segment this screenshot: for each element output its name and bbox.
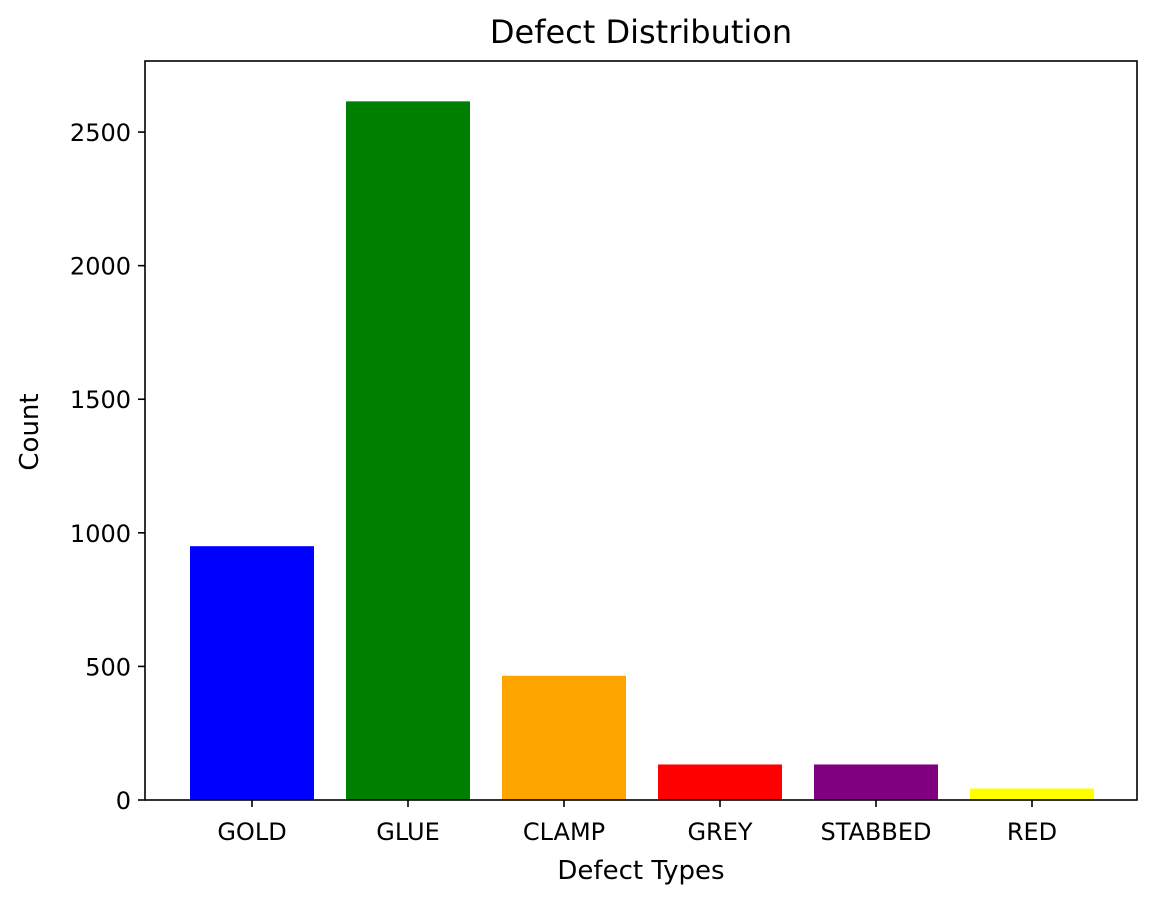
bar-glue [346, 101, 470, 801]
x-tick-label: GREY [687, 818, 752, 846]
bar-clamp [502, 675, 626, 800]
bars-group [190, 101, 1094, 801]
x-tick-label: GOLD [217, 818, 286, 846]
y-axis-ticks: 0 500 1000 1500 2000 2500 [70, 119, 145, 815]
x-tick-label: GLUE [376, 818, 440, 846]
y-axis-label: Count [15, 393, 45, 470]
bar-grey [658, 764, 782, 800]
y-tick-label: 1000 [70, 520, 131, 548]
y-tick-label: 2000 [70, 253, 131, 281]
y-tick-label: 1500 [70, 386, 131, 414]
y-tick-label: 2500 [70, 119, 131, 147]
bar-gold [190, 546, 314, 800]
bar-red [970, 788, 1094, 800]
plot-frame [144, 60, 1138, 801]
x-axis-label: Defect Types [557, 856, 724, 886]
bar-stabbed [814, 764, 938, 800]
chart-title: Defect Distribution [490, 13, 792, 51]
x-tick-label: RED [1007, 818, 1057, 846]
y-tick-label: 0 [116, 787, 131, 815]
x-axis-ticks: GOLD GLUE CLAMP GREY STABBED RED [217, 800, 1057, 846]
x-tick-label: CLAMP [523, 818, 605, 846]
x-tick-label: STABBED [820, 818, 931, 846]
y-tick-label: 500 [85, 653, 131, 681]
